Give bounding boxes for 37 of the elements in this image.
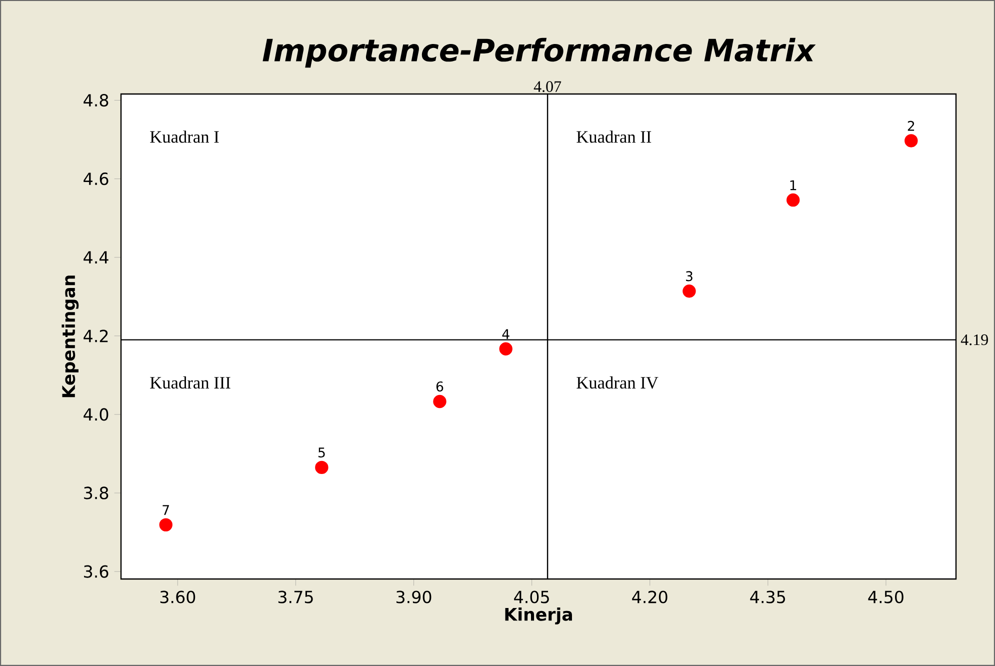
y-tick-label: 4.6 bbox=[84, 172, 108, 186]
x-tick-label: 3.90 bbox=[396, 590, 432, 604]
x-tick-label: 4.50 bbox=[868, 590, 904, 604]
point bbox=[159, 518, 172, 532]
annotation: 7 bbox=[162, 505, 169, 515]
annotation: Kuadran II bbox=[576, 130, 652, 143]
annotation: 4 bbox=[502, 329, 510, 339]
y-tick-label: 3.8 bbox=[84, 486, 108, 500]
annotation: 1 bbox=[790, 180, 796, 190]
annotation: 5 bbox=[318, 448, 325, 458]
chart-title: Importance-Performance Matrix bbox=[262, 38, 816, 68]
annotation: Kuadran III bbox=[150, 376, 230, 389]
ref-line-label: 4.19 bbox=[960, 334, 988, 346]
point bbox=[786, 193, 800, 207]
x-tick-label: 3.75 bbox=[278, 590, 313, 604]
x-tick-label: 3.60 bbox=[160, 590, 196, 604]
x-tick-label: 4.35 bbox=[750, 590, 785, 604]
point bbox=[433, 394, 446, 408]
y-tick-label: 4.2 bbox=[84, 330, 108, 342]
point bbox=[315, 460, 328, 474]
x-axis-title: Kinerja bbox=[505, 607, 572, 624]
y-tick-label: 4.4 bbox=[84, 251, 108, 264]
point bbox=[499, 342, 512, 356]
annotation: 2 bbox=[908, 120, 914, 131]
y-axis-title: Kepentingan bbox=[62, 276, 79, 398]
y-tick-label: 4.0 bbox=[84, 408, 108, 421]
x-tick-label: 4.20 bbox=[632, 590, 668, 604]
point bbox=[904, 134, 918, 148]
annotation: 6 bbox=[436, 381, 444, 392]
annotation: Kuadran I bbox=[150, 130, 219, 143]
ref-line-label: 4.07 bbox=[534, 81, 562, 92]
x-tick-label: 4.05 bbox=[514, 590, 549, 604]
y-tick-label: 3.6 bbox=[84, 565, 108, 578]
point bbox=[682, 284, 696, 298]
annotation: Kuadran IV bbox=[576, 376, 658, 389]
annotation: 3 bbox=[686, 271, 692, 282]
y-tick-label: 4.8 bbox=[84, 94, 108, 107]
